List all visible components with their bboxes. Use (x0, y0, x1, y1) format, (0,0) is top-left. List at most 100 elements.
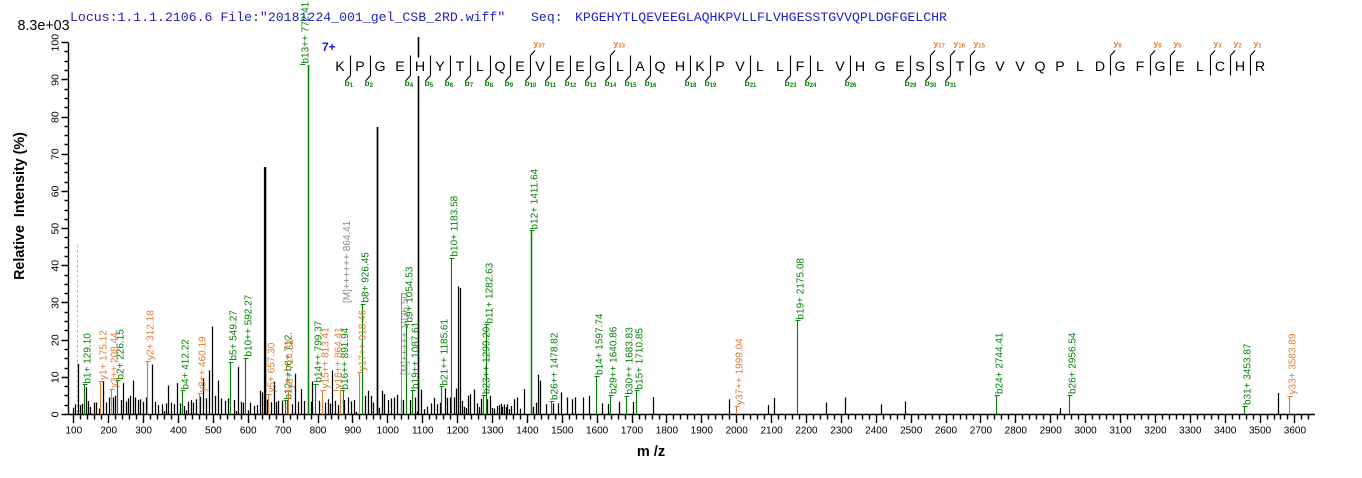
svg-text:b19++ 1087.61: b19++ 1087.61 (411, 321, 422, 389)
svg-text:1200: 1200 (446, 426, 469, 437)
svg-text:Locus:1.1.1.2106.6 File:"20181: Locus:1.1.1.2106.6 File:"20181224_001_ge… (70, 10, 505, 25)
svg-text:3200: 3200 (1144, 426, 1167, 437)
svg-text:y8: y8 (1114, 39, 1123, 50)
svg-text:80: 80 (50, 111, 62, 123)
svg-text:b14++ 799.37: b14++ 799.37 (314, 320, 325, 382)
svg-text:b4: b4 (405, 78, 414, 89)
svg-text:1400: 1400 (516, 426, 539, 437)
svg-text:b15+ 1710.85: b15+ 1710.85 (635, 328, 646, 390)
svg-text:F: F (796, 59, 805, 75)
svg-text:b6: b6 (445, 78, 454, 89)
svg-text:b12++b6+ 712.: b12++b6+ 712. (284, 332, 295, 400)
svg-text:y37: y37 (534, 39, 546, 50)
svg-text:KPGEHYTLQEVEEGLAQHKPVLLFLVHGES: KPGEHYTLQEVEEGLAQHKPVLLFLVHGESSTGVVQPLDG… (575, 10, 947, 25)
svg-text:2900: 2900 (1040, 426, 1063, 437)
svg-text:Seq:: Seq: (531, 10, 563, 25)
svg-text:3000: 3000 (1074, 426, 1097, 437)
svg-text:b1: b1 (345, 78, 354, 89)
svg-text:E: E (895, 59, 904, 75)
svg-text:70: 70 (50, 148, 62, 160)
svg-text:3100: 3100 (1109, 426, 1132, 437)
svg-text:G: G (1154, 59, 1165, 75)
svg-text:1100: 1100 (412, 426, 434, 437)
svg-text:3400: 3400 (1214, 426, 1237, 437)
svg-text:R: R (1255, 59, 1265, 75)
svg-text:b12: b12 (565, 78, 578, 89)
svg-text:b5: b5 (425, 78, 434, 89)
svg-text:400: 400 (170, 426, 187, 437)
svg-text:y1: y1 (1254, 39, 1263, 50)
svg-text:8.3e+03: 8.3e+03 (18, 18, 70, 34)
svg-text:m /z: m /z (637, 444, 665, 460)
svg-text:b21++ 1185.61: b21++ 1185.61 (440, 319, 451, 386)
svg-text:y6: y6 (1154, 39, 1163, 50)
svg-text:E: E (555, 59, 564, 75)
svg-text:H: H (1235, 59, 1245, 75)
svg-text:T: T (956, 59, 965, 75)
svg-text:700: 700 (275, 426, 292, 437)
svg-text:b23++ 1299.20: b23++ 1299.20 (482, 326, 493, 394)
svg-text:V: V (535, 59, 545, 75)
svg-text:b8+ 926.45: b8+ 926.45 (361, 252, 372, 303)
svg-text:1000: 1000 (377, 426, 400, 437)
svg-text:b8: b8 (485, 78, 494, 89)
svg-text:1700: 1700 (621, 426, 644, 437)
svg-text:b31+ 3453.87: b31+ 3453.87 (1243, 343, 1254, 405)
svg-text:S: S (935, 59, 944, 75)
svg-text:E: E (395, 59, 404, 75)
svg-text:K: K (695, 59, 705, 75)
svg-text:E: E (575, 59, 584, 75)
svg-text:y17: y17 (934, 39, 946, 50)
svg-text:b10+ 1183.58: b10+ 1183.58 (450, 195, 461, 256)
svg-text:2700: 2700 (970, 426, 993, 437)
svg-text:y8++ 460.19: y8++ 460.19 (198, 336, 209, 392)
svg-text:b2+ 226.15: b2+ 226.15 (116, 329, 127, 380)
svg-text:b9+ 1054.53: b9+ 1054.53 (405, 266, 416, 322)
svg-text:V: V (1015, 59, 1025, 75)
svg-text:b24: b24 (805, 78, 818, 89)
svg-text:y2: y2 (1234, 39, 1243, 50)
svg-text:b2: b2 (365, 78, 374, 89)
svg-text:G: G (594, 59, 605, 75)
svg-text:b30++ 1683.83: b30++ 1683.83 (625, 327, 636, 395)
svg-text:0: 0 (50, 411, 62, 417)
svg-text:y1+ 175.12: y1+ 175.12 (99, 330, 110, 380)
svg-text:100: 100 (65, 426, 82, 437)
svg-text:y5+ 657.30: y5+ 657.30 (267, 342, 278, 392)
svg-text:2200: 2200 (795, 426, 818, 437)
svg-text:3300: 3300 (1179, 426, 1202, 437)
svg-text:2500: 2500 (900, 426, 923, 437)
svg-text:b10: b10 (525, 78, 538, 89)
svg-text:G: G (1114, 59, 1125, 75)
svg-text:b16++ 891.94: b16++ 891.94 (340, 327, 351, 389)
svg-text:y17++ 918.46: y17++ 918.46 (358, 309, 369, 371)
svg-text:L: L (1076, 59, 1084, 75)
svg-text:60: 60 (50, 185, 62, 197)
svg-text:900: 900 (345, 426, 362, 437)
svg-text:b1+ 129.10: b1+ 129.10 (83, 333, 94, 384)
svg-text:y6+ 714.32: y6+ 714.32 (285, 339, 296, 389)
svg-text:b30: b30 (925, 78, 938, 89)
svg-text:800: 800 (310, 426, 327, 437)
svg-text:V: V (735, 59, 745, 75)
svg-text:2300: 2300 (830, 426, 853, 437)
svg-text:G: G (374, 59, 385, 75)
svg-text:y15: y15 (974, 39, 986, 50)
svg-text:200: 200 (100, 426, 117, 437)
svg-text:V: V (995, 59, 1005, 75)
svg-text:b9: b9 (505, 78, 514, 89)
svg-text:50: 50 (50, 223, 62, 235)
svg-text:G: G (974, 59, 985, 75)
svg-text:H: H (415, 59, 425, 75)
svg-text:b15: b15 (625, 78, 638, 89)
svg-text:y16++ 864.41: y16++ 864.41 (334, 327, 345, 389)
svg-text:b5+ 549.27: b5+ 549.27 (229, 310, 240, 361)
svg-text:30: 30 (50, 297, 62, 309)
svg-text:Relative Intensity (%): Relative Intensity (%) (12, 132, 28, 280)
svg-text:P: P (715, 59, 724, 75)
svg-text:b26+ 2956.54: b26+ 2956.54 (1068, 332, 1079, 394)
svg-text:20: 20 (50, 334, 62, 346)
svg-text:F: F (1136, 59, 1145, 75)
svg-text:L: L (476, 59, 484, 75)
svg-text:y16: y16 (954, 39, 966, 50)
